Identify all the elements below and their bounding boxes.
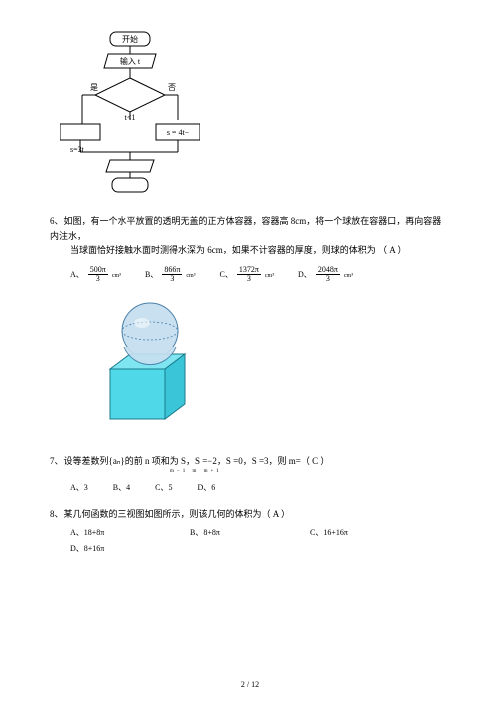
q8-text: 8、某几何函数的三视图如图所示，则该几何的体积为（ A ） — [50, 507, 450, 521]
question-8: 8、某几何函数的三视图如图所示，则该几何的体积为（ A ） — [50, 507, 450, 521]
q7-subscripts: m−1 m m+1 — [170, 468, 450, 476]
q6-option-a: A、 500π3 cm³ — [70, 266, 121, 285]
flowchart-cond: t<1 — [125, 113, 136, 122]
q8-option-b: B、8+8π — [190, 527, 310, 540]
q6-figure — [100, 299, 450, 433]
q7-option-b: B、4 — [113, 482, 130, 495]
q6-option-b: B、 866π3 cm³ — [145, 266, 196, 285]
flowchart: 开始 输入 t 是 否 t<1 s = 4t− s=3t — [60, 30, 450, 199]
q6-option-d: D、 2048π3 cm³ — [298, 266, 353, 285]
flowchart-right-box: s = 4t− — [167, 128, 190, 137]
q7-option-c: C、5 — [155, 482, 172, 495]
flowchart-input: 输入 t — [120, 56, 141, 66]
q7-option-d: D、6 — [197, 482, 215, 495]
q6-text-line1: 6、如图，有一个水平放置的透明无盖的正方体容器，容器高 8cm，将一个球放在容器… — [50, 214, 450, 243]
q8-option-a: A、18+8π — [70, 527, 190, 540]
flowchart-start: 开始 — [122, 34, 138, 44]
flowchart-left-label: s=3t — [70, 145, 85, 154]
q7-option-a: A、3 — [70, 482, 88, 495]
q6-options: A、 500π3 cm³ B、 866π3 cm³ C、 1372π3 cm³ … — [70, 266, 450, 285]
question-6: 6、如图，有一个水平放置的透明无盖的正方体容器，容器高 8cm，将一个球放在容器… — [50, 214, 450, 257]
flowchart-yes: 是 — [90, 83, 98, 92]
page-footer: 2 / 12 — [0, 679, 500, 692]
question-7: 7、设等差数列{aₙ}的前 n 项和为 S，S =−2，S =0，S =3，则 … — [50, 454, 450, 476]
q8-options: A、18+8π B、8+8π C、16+16π D、8+16π — [70, 527, 450, 559]
q8-option-c: C、16+16π — [310, 527, 430, 540]
q8-option-d: D、8+16π — [70, 543, 190, 556]
flowchart-no: 否 — [168, 83, 176, 92]
q7-text: 7、设等差数列{aₙ}的前 n 项和为 S，S =−2，S =0，S =3，则 … — [50, 454, 450, 468]
q6-option-c: C、 1372π3 cm³ — [220, 266, 275, 285]
q7-options: A、3 B、4 C、5 D、6 — [70, 482, 450, 495]
q6-text-line2: 当球面恰好接触水面时测得水深为 6cm，如果不计容器的厚度，则球的体积为 （ A… — [70, 243, 450, 257]
